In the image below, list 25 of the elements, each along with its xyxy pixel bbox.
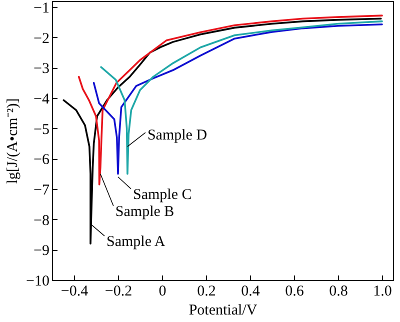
y-tick-label: −7: [34, 182, 50, 199]
y-tick-label: −3: [34, 61, 50, 78]
x-tick-label: 0.8: [329, 284, 348, 300]
y-tick-label: −2: [34, 30, 50, 47]
annotation: Sample C: [133, 186, 192, 203]
x-tick-label: 0.6: [285, 284, 304, 300]
y-tick-label: −9: [34, 243, 50, 260]
x-tick-label: 0.4: [241, 284, 260, 300]
y-tick-label: −4: [34, 92, 50, 108]
x-tick-label: 1.0: [373, 284, 392, 300]
annotation: Sample D: [147, 128, 208, 144]
y-tick-label: −6: [34, 152, 50, 168]
x-tick-label: −0.2: [104, 284, 132, 300]
y-axis-title: lg[J/(A•cm⁻²)]: [5, 98, 22, 184]
x-tick-label: −0.4: [60, 284, 89, 300]
x-tick-label: 0: [158, 284, 166, 300]
y-tick-label: −5: [34, 122, 50, 138]
line-series: [78, 14, 383, 186]
annotation: Sample A: [106, 234, 166, 250]
annotation: Sample B: [115, 204, 174, 220]
y-tick-label: −1: [34, 0, 50, 17]
x-tick-label: 0.2: [197, 284, 216, 300]
y-tick-label: −8: [34, 212, 50, 229]
y-tick-label: −10: [26, 274, 50, 290]
x-axis-title: Potential/V: [188, 302, 258, 318]
